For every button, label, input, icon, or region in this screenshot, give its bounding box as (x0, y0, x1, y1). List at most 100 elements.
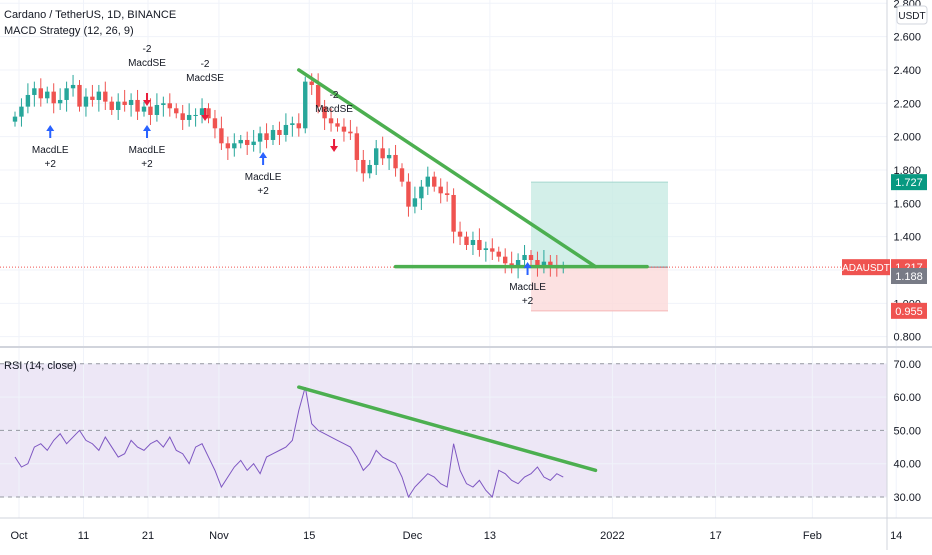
resistance-trendline (297, 68, 598, 269)
candle-body (90, 96, 95, 100)
time-tick-label: Dec (403, 530, 423, 542)
candle-body (380, 148, 385, 159)
time-tick-label: 11 (78, 530, 89, 542)
candle-body (386, 154, 392, 159)
rsi-tick-label: 30.00 (893, 492, 921, 504)
candle-body (361, 159, 366, 174)
short-signal-label: MacdSE (186, 73, 224, 84)
long-signal-qty: +2 (141, 159, 153, 170)
candle-body (315, 84, 321, 107)
candle-body (432, 176, 437, 187)
short-signal-arrow (330, 139, 339, 152)
strategy-label: MACD Strategy (12, 26, 9) (4, 25, 134, 37)
candle-body (161, 103, 166, 105)
candle-body (419, 186, 424, 199)
short-signal-qty: -2 (143, 44, 152, 55)
time-tick-label: 15 (303, 530, 315, 542)
symbol-tag: ADAUSDT (842, 263, 890, 274)
candle-body (51, 91, 56, 104)
candle-body (425, 176, 430, 187)
candle-body (128, 99, 134, 105)
short-signal-arrow (143, 93, 151, 106)
candle-body (490, 248, 495, 252)
candle-body (296, 123, 301, 129)
time-tick-label: 21 (142, 530, 154, 542)
rsi-line (14, 386, 564, 499)
candle-body (515, 259, 521, 267)
price-tick-label: 2.800 (893, 0, 921, 10)
candle-body (257, 133, 263, 142)
candle-body (477, 239, 482, 250)
short-signal-qty: -2 (330, 90, 339, 101)
candle-body (154, 104, 160, 115)
candle-body (522, 254, 527, 260)
candle-body (174, 108, 179, 114)
time-tick-label: 13 (484, 530, 496, 542)
candle-body (348, 131, 353, 134)
candle-body (232, 143, 237, 149)
candle-body (96, 91, 102, 100)
time-tick-label: Nov (209, 530, 229, 542)
entry-price-label: 1.188 (895, 271, 923, 283)
rsi-label: RSI (14, close) (4, 360, 77, 372)
price-tick-label: 1.400 (893, 232, 921, 244)
candle-body (206, 108, 211, 119)
candle-body (399, 168, 405, 182)
candle-body (109, 101, 114, 110)
price-tick-label: 2.600 (893, 32, 921, 44)
long-signal-label: MacdLE (245, 172, 282, 183)
candle-body (290, 123, 295, 125)
candle-body (83, 96, 89, 107)
price-tick-label: 2.000 (893, 132, 921, 144)
rsi-tick-label: 60.00 (893, 392, 921, 404)
loss-zone (531, 267, 668, 311)
candle-body (32, 88, 37, 95)
candle-body (341, 126, 347, 132)
candle-body (70, 84, 76, 89)
price-tick-label: 0.800 (893, 332, 921, 344)
candle-body (251, 141, 256, 145)
long-signal-arrow (143, 125, 151, 138)
symbol-title: Cardano / TetherUS, 1D, BINANCE (4, 9, 177, 21)
candle-body (225, 143, 231, 149)
long-signal-qty: +2 (257, 186, 269, 197)
price-tick-label: 1.800 (893, 165, 921, 177)
candle-body (193, 114, 198, 116)
long-signal-qty: +2 (45, 159, 57, 170)
candle-body (541, 261, 547, 267)
candle-body (180, 113, 185, 120)
candle-body (483, 248, 489, 250)
candle-body (496, 251, 501, 257)
candle-body (199, 108, 205, 115)
candle-body (438, 186, 443, 194)
candle-body (451, 194, 456, 232)
candle-body (212, 118, 218, 129)
candle-body (57, 99, 63, 104)
candle-body (444, 193, 450, 195)
candle-body (141, 106, 147, 112)
candle-body (303, 81, 308, 129)
time-tick-label: 17 (709, 530, 721, 542)
candle-body (374, 148, 379, 165)
candle-body (464, 236, 469, 245)
time-tick-label: Feb (803, 530, 822, 542)
short-signal-label: MacdSE (315, 104, 353, 115)
candle-body (116, 101, 121, 110)
candle-body (264, 133, 269, 140)
candle-body (219, 128, 224, 144)
candle-body (457, 231, 463, 237)
short-signal-qty: -2 (201, 59, 210, 70)
candle-body (64, 88, 69, 100)
time-tick-label: 14 (890, 530, 902, 542)
candle-body (12, 116, 18, 122)
currency-badge-box (896, 5, 928, 25)
candle-body (270, 129, 276, 140)
candle-body (503, 256, 508, 264)
candle-body (367, 164, 372, 174)
short-signal-label: MacdSE (128, 58, 166, 69)
rsi-trendline (297, 385, 598, 473)
long-signal-label: MacdLE (129, 145, 166, 156)
candle-body (38, 88, 43, 99)
candle-body (470, 239, 476, 245)
